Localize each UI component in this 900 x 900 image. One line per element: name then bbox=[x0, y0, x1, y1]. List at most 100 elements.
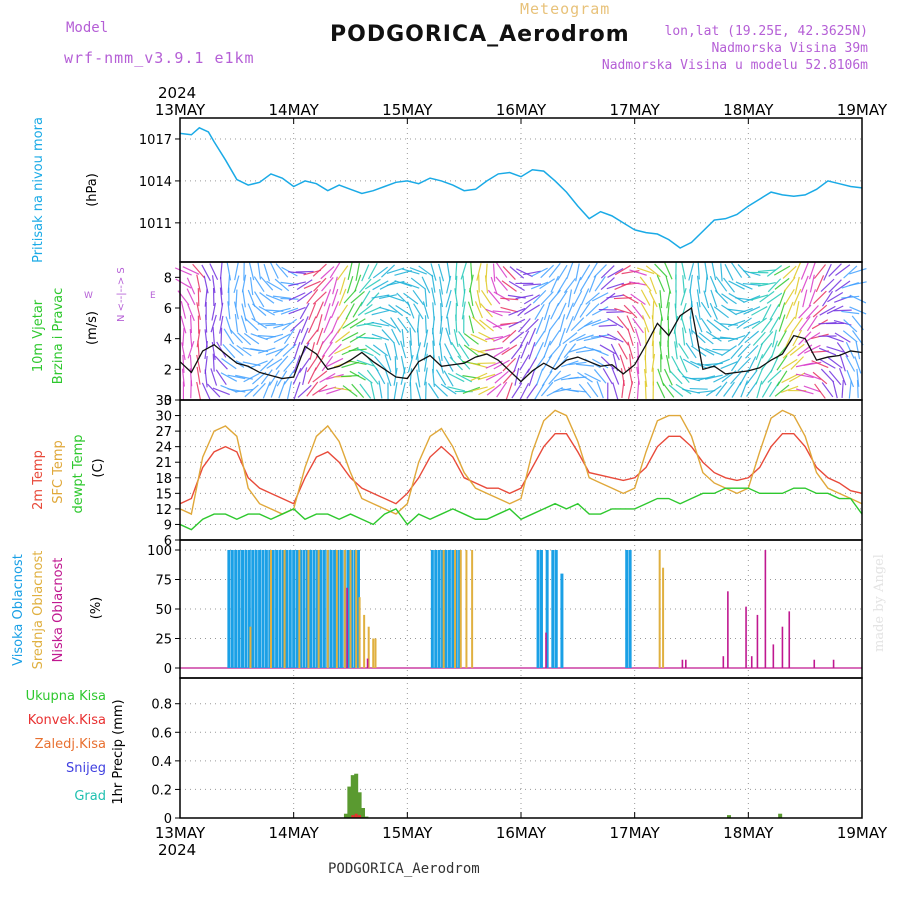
wind-barb bbox=[312, 384, 328, 396]
wind-barb bbox=[651, 353, 656, 372]
wind-barb bbox=[477, 373, 496, 381]
wind-barb bbox=[272, 295, 291, 299]
wind-barb bbox=[766, 292, 783, 304]
cloud-high-bar bbox=[285, 550, 289, 668]
wind-barb bbox=[192, 263, 205, 279]
wind-barb bbox=[811, 360, 829, 369]
wind-barb bbox=[789, 372, 806, 383]
time-label-top: 19MAY bbox=[837, 101, 888, 119]
wind-barb bbox=[691, 330, 706, 344]
wind-barb bbox=[713, 306, 729, 319]
cloud-low-bar bbox=[781, 626, 784, 668]
wind-barb bbox=[773, 265, 791, 276]
wind-barb bbox=[656, 381, 666, 399]
wind-barb bbox=[445, 300, 452, 319]
wind-barb bbox=[243, 372, 260, 383]
wind-barb bbox=[212, 387, 230, 396]
wind-barb bbox=[418, 265, 434, 278]
wind-barb bbox=[679, 355, 688, 373]
wind-barb bbox=[846, 369, 855, 388]
time-label-top: 13MAY bbox=[155, 101, 206, 119]
cloud-high-bar bbox=[244, 550, 248, 668]
wind-barb bbox=[282, 343, 297, 357]
wind-barb bbox=[402, 281, 420, 289]
wind-barb bbox=[252, 303, 267, 317]
wind-barb bbox=[370, 382, 376, 401]
wind-barb bbox=[485, 347, 504, 352]
wind-barb bbox=[307, 367, 317, 384]
wind-barb bbox=[181, 368, 185, 387]
wind-barb bbox=[600, 265, 615, 279]
precip-total-bar bbox=[357, 792, 362, 818]
wind-barb bbox=[557, 264, 568, 281]
wind-barb bbox=[632, 318, 644, 334]
y-tick-label: 0 bbox=[164, 812, 172, 827]
wind-barb bbox=[233, 275, 240, 294]
wind-barb bbox=[247, 303, 256, 321]
wind-barb bbox=[839, 353, 846, 372]
wind-barb bbox=[774, 384, 790, 397]
wind-barb bbox=[561, 360, 579, 368]
wind-barb bbox=[306, 356, 318, 373]
wind-barb bbox=[622, 293, 639, 304]
wind-barb bbox=[432, 368, 435, 387]
wind-barb bbox=[602, 368, 613, 385]
wind-barb bbox=[740, 380, 749, 398]
time-label-bottom: 17MAY bbox=[610, 824, 661, 842]
cloud-high-bar bbox=[309, 550, 313, 668]
wind-barb bbox=[593, 264, 607, 278]
wind-barb bbox=[812, 371, 828, 385]
wind-barb bbox=[348, 348, 367, 352]
wind-barb bbox=[446, 316, 451, 335]
y-tick-label: 6 bbox=[164, 302, 172, 317]
cloud-high-bar bbox=[447, 550, 451, 668]
wind-barb bbox=[371, 294, 390, 299]
wind-barb bbox=[523, 270, 541, 276]
wind-barb bbox=[478, 385, 495, 396]
wind-barb bbox=[445, 289, 452, 308]
wind-barb bbox=[462, 386, 481, 394]
wind-barb bbox=[500, 306, 519, 313]
wind-barb bbox=[439, 315, 443, 334]
wind-barb bbox=[315, 301, 324, 319]
wind-barb bbox=[286, 381, 293, 400]
wind-barb bbox=[326, 357, 344, 367]
wind-barb bbox=[379, 294, 397, 300]
wind-barb bbox=[781, 373, 798, 384]
wind-barb bbox=[528, 368, 536, 387]
wind-barb bbox=[364, 278, 381, 290]
wind-barb bbox=[843, 319, 858, 333]
wind-barb bbox=[323, 289, 332, 307]
wind-barb bbox=[727, 335, 746, 342]
wind-barb bbox=[689, 387, 708, 390]
cloud-high-bar bbox=[551, 550, 555, 668]
wind-title-1: 10m Vjetar bbox=[31, 299, 46, 372]
wind-barb bbox=[682, 388, 701, 394]
wind-barb bbox=[556, 290, 568, 307]
cloud-low-bar bbox=[750, 656, 753, 668]
wind-barb bbox=[461, 288, 466, 307]
wind-barb bbox=[697, 261, 700, 280]
wind-barb bbox=[774, 277, 790, 290]
wind-barb bbox=[439, 289, 444, 308]
wind-barb bbox=[356, 359, 374, 367]
wind-barb bbox=[323, 316, 332, 334]
wind-barb bbox=[746, 381, 758, 397]
legend-graupel: Grad bbox=[74, 789, 106, 804]
wind-barb bbox=[509, 331, 525, 344]
y-tick-label: 0 bbox=[164, 662, 172, 677]
wind-barb bbox=[180, 315, 187, 334]
wind-barb bbox=[648, 290, 658, 308]
wind-barb bbox=[517, 303, 532, 317]
wind-barb bbox=[515, 294, 534, 300]
wind-barb bbox=[818, 347, 837, 356]
wind-barb bbox=[249, 277, 254, 296]
wind-barb bbox=[427, 383, 439, 399]
wind-barb bbox=[492, 310, 511, 314]
cloud-low-bar bbox=[366, 658, 369, 668]
wind-barb bbox=[273, 307, 291, 314]
wind-barb bbox=[470, 372, 488, 382]
wind-barb bbox=[600, 292, 616, 305]
wind-barb bbox=[186, 288, 196, 306]
wind-barb bbox=[576, 363, 595, 367]
